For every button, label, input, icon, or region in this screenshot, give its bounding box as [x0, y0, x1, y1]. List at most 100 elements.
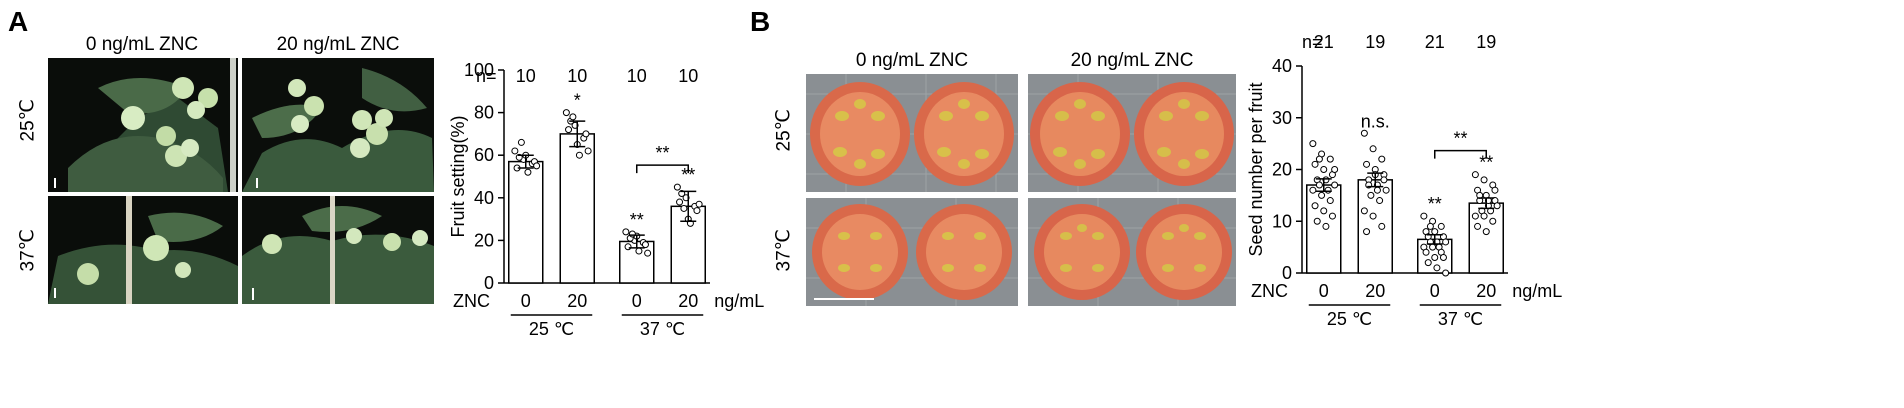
data-point: [575, 151, 583, 159]
data-point: [1315, 155, 1323, 163]
data-point: [1474, 222, 1482, 230]
data-point: [1373, 186, 1381, 194]
data-point: [1424, 259, 1432, 267]
data-point: [673, 183, 681, 191]
data-point: [1369, 212, 1377, 220]
significance-label: *: [574, 91, 581, 111]
x-tick-label: 20: [1365, 281, 1385, 301]
y-tick-label: 100: [464, 60, 494, 80]
data-point: [1378, 155, 1386, 163]
x-tick-label: 20: [567, 291, 587, 311]
x-tick-label: 0: [521, 291, 531, 311]
y-tick-label: 20: [474, 230, 494, 250]
data-point: [1471, 212, 1479, 220]
n-label: 10: [567, 66, 587, 86]
data-point: [569, 113, 577, 121]
data-point: [680, 204, 688, 212]
bracket-label: **: [1453, 129, 1467, 149]
data-point: [1493, 202, 1501, 210]
panel-a-col-label-0: 0 ng/mL ZNC: [85, 34, 199, 55]
data-point: [524, 168, 532, 176]
bracket-label: **: [655, 143, 669, 163]
data-point: [1437, 222, 1445, 230]
data-point: [1313, 217, 1321, 225]
bar: [508, 160, 544, 284]
data-point: [1442, 269, 1450, 277]
data-point: [1318, 191, 1326, 199]
bar: [1357, 179, 1393, 274]
x-tick-label: 20: [678, 291, 698, 311]
photo-a-25c-0znc: [48, 58, 238, 192]
data-point: [1431, 253, 1439, 261]
photo-a-37c-20znc: [242, 196, 434, 304]
data-point: [1431, 228, 1439, 236]
data-point: [1491, 186, 1499, 194]
significance-label: n.s.: [1361, 111, 1390, 131]
data-point: [622, 228, 630, 236]
data-point: [517, 138, 525, 146]
x-tick-label: 0: [1319, 281, 1329, 301]
data-point: [1422, 248, 1430, 256]
panel-b-row-label-1: 37℃: [773, 229, 795, 272]
data-point: [1322, 222, 1330, 230]
data-point: [1309, 140, 1317, 148]
n-label: 21: [1314, 32, 1334, 52]
significance-bracket: [1434, 149, 1487, 159]
panel-a-row-label-1: 37℃: [17, 229, 39, 272]
data-point: [533, 162, 541, 170]
data-point: [1328, 212, 1336, 220]
panel-b-col-label-0: 0 ng/mL ZNC: [855, 50, 969, 71]
data-point: [624, 243, 632, 251]
significance-label: **: [630, 210, 644, 230]
data-point: [1324, 186, 1332, 194]
data-point: [1378, 222, 1386, 230]
data-point: [1331, 181, 1339, 189]
data-point: [565, 126, 573, 134]
data-point: [1433, 264, 1441, 272]
data-point: [695, 200, 703, 208]
y-tick-label: 60: [474, 145, 494, 165]
data-point: [1480, 176, 1488, 184]
data-point: [628, 230, 636, 238]
n-label: 19: [1476, 32, 1496, 52]
data-point: [1309, 186, 1317, 194]
n-label: 21: [1425, 32, 1445, 52]
panel-letter-b: B: [750, 6, 771, 37]
data-point: [1382, 186, 1390, 194]
photo-b-25c-20znc: [1028, 74, 1236, 192]
data-point: [1482, 228, 1490, 236]
photo-b-37c-0znc: [806, 198, 1018, 306]
data-point: [1360, 129, 1368, 137]
y-tick-label: 30: [1272, 108, 1292, 128]
x-axis-prefix: ZNC: [1251, 281, 1288, 301]
data-point: [1369, 145, 1377, 153]
data-point: [635, 247, 643, 255]
data-point: [1315, 181, 1323, 189]
photo-b-25c-0znc: [806, 74, 1018, 192]
y-tick-label: 40: [1272, 56, 1292, 76]
bar: [559, 133, 595, 284]
n-label: 10: [627, 66, 647, 86]
y-tick-label: 40: [474, 188, 494, 208]
y-tick-label: 80: [474, 103, 494, 123]
data-point: [1439, 253, 1447, 261]
significance-label: **: [1428, 194, 1442, 214]
data-point: [1442, 238, 1450, 246]
data-point: [644, 249, 652, 257]
data-point: [1311, 160, 1319, 168]
x-axis-unit: ng/mL: [1512, 281, 1562, 301]
data-point: [641, 241, 649, 249]
x-tick-label: 0: [1430, 281, 1440, 301]
data-point: [676, 198, 684, 206]
y-axis-title: Seed number per fruit: [1246, 82, 1266, 256]
data-point: [562, 109, 570, 117]
n-prefix: n=: [1302, 32, 1323, 52]
data-point: [1320, 207, 1328, 215]
data-point: [1376, 197, 1384, 205]
group-label: 25 ℃: [529, 319, 574, 339]
y-tick-label: 0: [1282, 263, 1292, 283]
n-label: 10: [516, 66, 536, 86]
group-label: 37 ℃: [1438, 309, 1483, 329]
